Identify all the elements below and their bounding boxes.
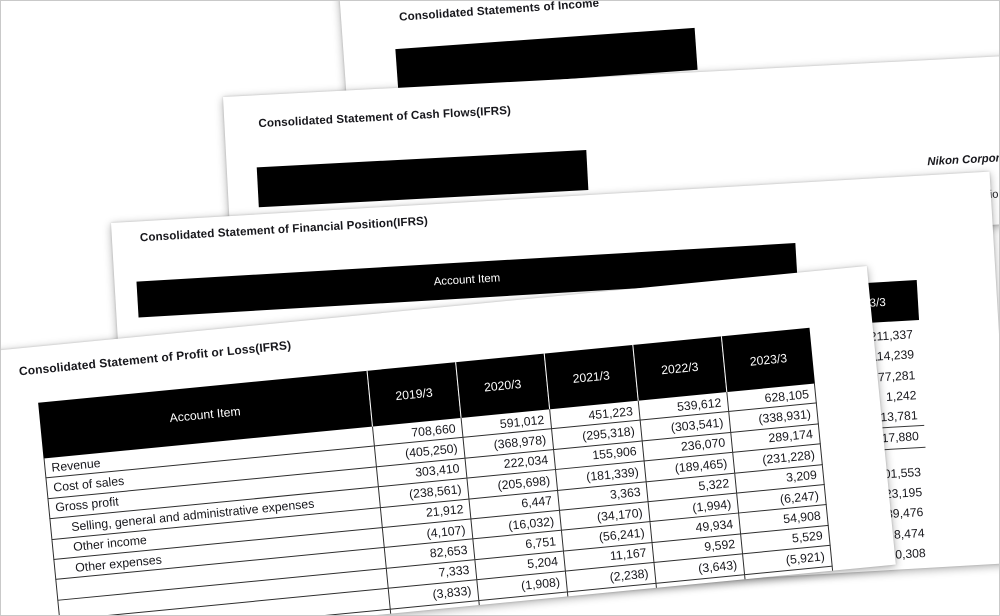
document-title-cash-flows: Consolidated Statement of Cash Flows(IFR… <box>258 103 512 131</box>
table-cell: 528 <box>908 606 930 615</box>
table-cell: 56,654 <box>890 586 929 603</box>
profit-or-loss-table: Account Item 2019/3 2020/3 2021/3 2022/3 2023… <box>38 327 835 615</box>
column-header-year-2023-3: 2023/3 <box>720 327 815 393</box>
document-title-income: Consolidated Statements of Income <box>398 0 600 24</box>
column-header-year-2019-3: 2019/3 <box>366 362 461 427</box>
document-title-profit-or-loss: Consolidated Statement of Profit or Loss… <box>18 338 292 379</box>
company-name-cash-flows: Nikon Corporation <box>927 151 1000 169</box>
document-title-financial-position: Consolidated Statement of Financial Posi… <box>139 214 429 245</box>
column-header-year-2020-3: 2020/3 <box>455 353 550 418</box>
column-header-year-2022-3: 2022/3 <box>632 336 727 401</box>
column-header-year-2021-3: 2021/3 <box>543 345 638 410</box>
